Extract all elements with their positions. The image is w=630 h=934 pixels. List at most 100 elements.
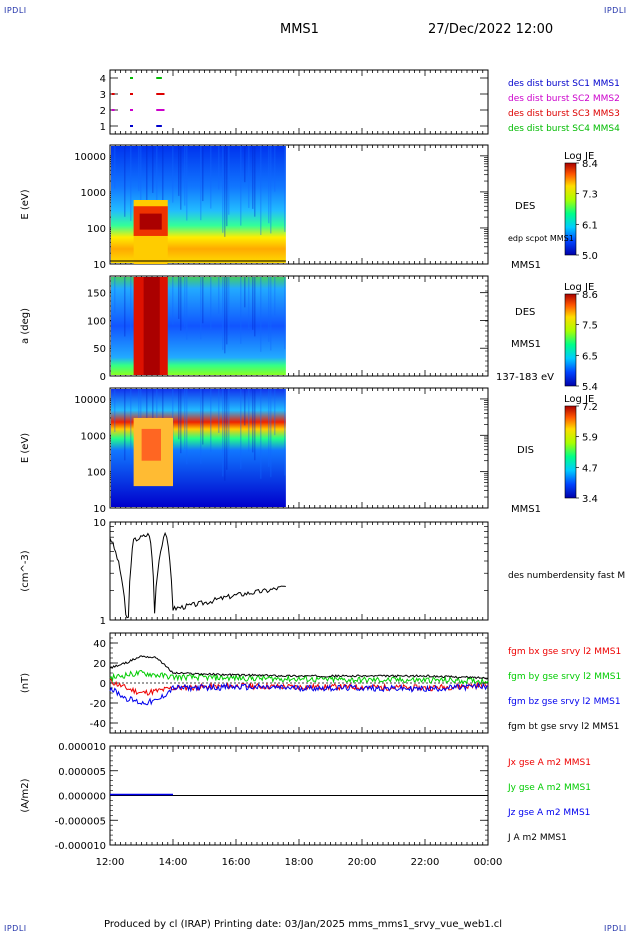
spectrogram-streak: [248, 146, 250, 208]
spectrogram-streak: [240, 146, 242, 226]
spectrogram-streak: [284, 389, 286, 476]
spectrogram-streak: [218, 146, 220, 190]
legend-entry: des dist burst SC3 MMS3: [508, 109, 620, 119]
y-axis-label: E (eV): [20, 189, 31, 219]
spectrogram-streak: [152, 146, 154, 193]
y-tick-label: 0.000000: [58, 792, 106, 803]
spectrogram-streak: [226, 389, 228, 470]
legend-entry: Jx gse A m2 MMS1: [507, 758, 591, 768]
spectrogram-streak: [224, 389, 226, 481]
scpot-label: edp scpot MMS1: [508, 234, 574, 243]
burst-mark: [130, 125, 133, 127]
spectrogram-streak: [274, 277, 276, 316]
y-tick-label: 1: [100, 616, 106, 627]
colorbar-tick-label: 7.2: [582, 402, 598, 413]
y-axis-label: (nT): [20, 673, 31, 693]
panel-right-label: DES: [515, 201, 535, 212]
panel-frame: [109, 275, 489, 377]
colorbar-title: Log JE: [564, 394, 594, 405]
time-tick-label: 20:00: [348, 857, 377, 868]
spectrogram-streak: [184, 389, 186, 450]
fgm-series-line: [109, 669, 489, 685]
y-tick-label: -0.000010: [55, 841, 106, 852]
colorbar: [564, 405, 577, 499]
time-tick-label: 00:00: [474, 857, 503, 868]
y-tick-label: 1000: [81, 431, 106, 442]
burst-mark: [158, 125, 162, 127]
panel-right-label: MMS1: [511, 504, 541, 515]
spectrogram-streak: [172, 277, 174, 325]
legend-entry: fgm bx gse srvy l2 MMS1: [508, 647, 621, 657]
spacecraft-title: MMS1: [280, 22, 319, 37]
spectrogram-streak: [268, 146, 270, 224]
spectrogram-streak: [138, 389, 140, 435]
legend-entry: des dist burst SC2 MMS2: [508, 94, 620, 104]
colorbar-tick-label: 4.7: [582, 463, 598, 474]
legend-entry: fgm bt gse srvy l2 MMS1: [508, 722, 619, 732]
corner-label-bottom-right: IPDLI: [604, 924, 627, 933]
spectrogram-streak: [200, 389, 202, 464]
spectrogram-streak: [248, 277, 250, 330]
spectrogram-streak: [226, 277, 228, 345]
panel-right-label: MMS1: [511, 339, 541, 350]
y-axis-label: E (eV): [20, 433, 31, 463]
spectrogram-streak: [268, 277, 270, 342]
spectrogram-streak: [114, 146, 116, 189]
spectrogram-streak: [124, 277, 126, 337]
panel-frame: [109, 69, 489, 135]
spectrogram-streak: [228, 389, 230, 459]
y-tick-label: 100: [87, 316, 106, 327]
panel-right-label: DIS: [517, 445, 534, 456]
burst-mark: [111, 93, 115, 95]
legend-entry: Jz gse A m2 MMS1: [507, 808, 590, 818]
colorbar-title: Log JE: [564, 151, 594, 162]
pitch-peak-band: [151, 277, 160, 375]
spectrogram-streak: [178, 146, 180, 196]
y-tick-label: 100: [87, 468, 106, 479]
colorbar-tick-label: 8.4: [582, 159, 598, 170]
y-tick-label: 10000: [74, 395, 106, 406]
burst-mark: [130, 77, 133, 79]
spectrogram-streak: [244, 277, 246, 308]
y-tick-label: 1000: [81, 188, 106, 199]
y-axis-label: (A/m2): [20, 778, 31, 812]
corner-label-bottom-left: IPDLI: [4, 924, 27, 933]
y-tick-label: 0.000010: [58, 742, 106, 753]
spectrogram-streak: [222, 277, 224, 350]
y-tick-label: 10: [93, 504, 106, 515]
legend-entry: des dist burst SC4 MMS4: [508, 124, 620, 134]
colorbar-tick-label: 5.0: [582, 251, 598, 262]
spectrogram-streak: [162, 146, 164, 209]
spectrogram-streak: [268, 389, 270, 467]
y-axis-label: a (deg): [20, 308, 31, 344]
y-tick-label: -40: [90, 719, 106, 730]
spectrogram-streak: [260, 277, 262, 352]
spectrogram-streak: [146, 146, 148, 240]
spectrogram-streak: [178, 277, 180, 319]
spectrogram-streak: [184, 277, 186, 328]
burst-mark: [130, 109, 133, 111]
spectrogram-streak: [180, 146, 182, 210]
spectrogram-streak: [114, 389, 116, 432]
burst-mark: [158, 77, 162, 79]
time-tick-label: 16:00: [222, 857, 251, 868]
burst-mark: [156, 93, 160, 95]
colorbar: [564, 162, 577, 256]
corner-label-top-left: IPDLI: [4, 6, 27, 15]
spectrogram-streak: [254, 146, 256, 217]
colorbar-tick-label: 7.5: [582, 321, 598, 332]
footer-credit: Produced by cl (IRAP) Printing date: 03/…: [104, 919, 503, 930]
y-tick-label: 4: [100, 74, 106, 85]
spectrogram-streak: [222, 146, 224, 233]
fgm-series-line: [109, 655, 489, 680]
burst-mark: [161, 93, 165, 95]
spectrogram-streak: [224, 277, 226, 354]
spectrogram-streak: [240, 277, 242, 344]
spectrogram-streak: [270, 389, 272, 478]
spectrogram-streak: [184, 146, 186, 206]
y-tick-label: 100: [87, 224, 106, 235]
spectrogram-streak: [186, 277, 188, 340]
legend-entry: des numberdensity fast M: [508, 571, 625, 581]
burst-mark: [111, 109, 115, 111]
